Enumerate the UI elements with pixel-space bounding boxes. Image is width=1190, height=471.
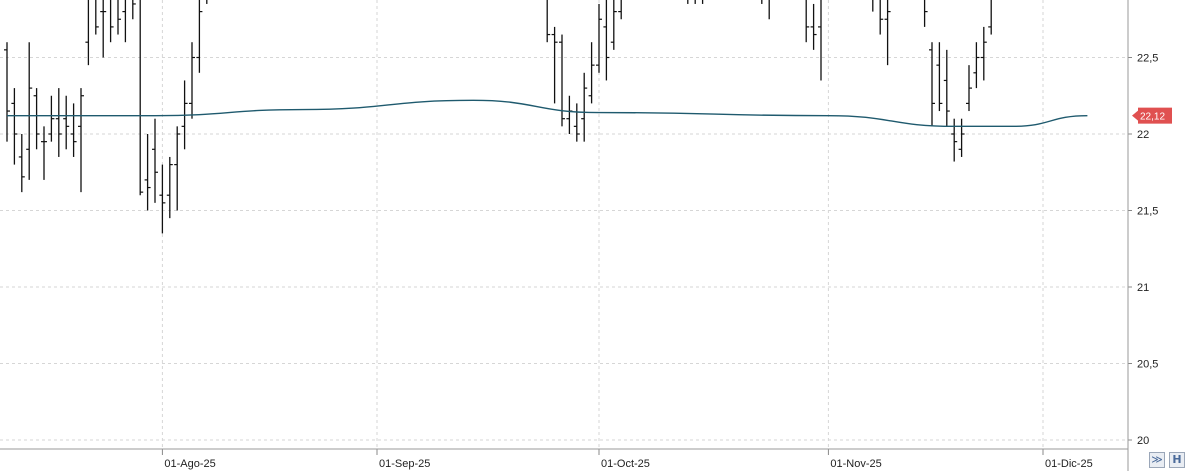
- ohlc-bar: [581, 72, 588, 142]
- ohlc-bar: [559, 34, 565, 127]
- ohlc-bar: [95, 0, 99, 35]
- y-tick-label: 22,5: [1137, 53, 1158, 65]
- x-tick-label: 01-Sep-25: [379, 458, 430, 470]
- ohlc-bar: [929, 42, 935, 127]
- ohlc-bar: [951, 118, 958, 162]
- ohlc-bar: [196, 0, 203, 73]
- ohlc-bar: [132, 0, 136, 20]
- ohlc-bars: [4, 0, 992, 234]
- x-tick-label: 01-Nov-25: [830, 458, 881, 470]
- x-tick-label: 01-Dic-25: [1045, 458, 1093, 470]
- ohlc-bar: [109, 0, 114, 43]
- ohlc-bar: [566, 95, 573, 134]
- y-tick-label: 22: [1137, 129, 1149, 141]
- ohlc-bar: [958, 118, 965, 157]
- price-badge-pointer: [1132, 110, 1138, 121]
- ohlc-bar: [988, 0, 992, 35]
- ohlc-bar: [63, 95, 70, 150]
- collapse-button[interactable]: ≫: [1149, 452, 1165, 468]
- price-badge-bg: [1138, 107, 1172, 124]
- ohlc-bar: [206, 0, 208, 4]
- ohlc-bar: [144, 134, 151, 211]
- ohlc-bar: [26, 42, 33, 180]
- ohlc-bar: [872, 0, 874, 12]
- ohlc-bar: [152, 118, 158, 203]
- ohlc-bar: [70, 103, 77, 157]
- y-tick-label: 20,5: [1137, 359, 1158, 371]
- ohlc-bar: [33, 88, 40, 150]
- ohlc-bar: [810, 3, 817, 50]
- ohlc-bar: [805, 0, 810, 43]
- ohlc-bar: [85, 0, 90, 66]
- ohlc-bar: [923, 0, 928, 27]
- ohlc-bar: [596, 3, 602, 73]
- y-tick-label: 20: [1137, 435, 1149, 447]
- ohlc-bar: [879, 0, 884, 35]
- ohlc-bar: [174, 126, 181, 211]
- moving-average-line: [7, 99, 1088, 128]
- ohlc-bar: [980, 26, 987, 81]
- ohlc-bar: [588, 42, 595, 104]
- ohlc-bar: [768, 0, 770, 20]
- ohlc-bar: [18, 134, 25, 193]
- ohlc-bar: [117, 0, 121, 35]
- ohlc-bar: [11, 88, 18, 165]
- ohlc-bar: [973, 42, 980, 89]
- ohlc-bar: [694, 0, 696, 4]
- save-icon[interactable]: H: [1169, 452, 1185, 468]
- ohlc-bar: [166, 156, 173, 219]
- ohlc-bar: [159, 164, 166, 234]
- ohlc-bar: [966, 65, 972, 112]
- overlays: [7, 99, 1088, 128]
- price-badge: 22,12: [1132, 107, 1172, 124]
- ohlc-bar: [936, 42, 943, 112]
- price-badge-label: 22,12: [1140, 112, 1165, 123]
- ohlc-bar: [55, 88, 62, 157]
- ohlc-bar: [603, 0, 610, 81]
- ohlc-bar: [761, 0, 763, 4]
- ohlc-bar: [701, 0, 704, 4]
- ohlc-bar: [546, 0, 551, 43]
- ohlc-bar: [573, 103, 580, 142]
- y-tick-label: 21,5: [1137, 206, 1158, 218]
- x-tick-label: 01-Oct-25: [601, 458, 650, 470]
- ohlc-bar: [48, 95, 55, 142]
- grid-lines: [0, 0, 1128, 449]
- y-tick-label: 21: [1137, 282, 1149, 294]
- ohlc-bar: [122, 0, 127, 43]
- ohlc-bar: [884, 0, 891, 66]
- ohlc-bar: [618, 0, 622, 20]
- ohlc-bar: [189, 42, 195, 119]
- ohlc-bar: [687, 0, 689, 4]
- x-tick-label: 01-Ago-25: [164, 458, 215, 470]
- ohlc-bar: [100, 0, 107, 58]
- ohlc-bar: [4, 42, 10, 142]
- ohlc-bar: [551, 26, 558, 104]
- ohlc-bar: [818, 0, 822, 81]
- ohlc-bar: [610, 0, 617, 50]
- ohlc-bar: [943, 49, 950, 127]
- ohlc-bar: [139, 0, 144, 196]
- ohlc-bar: [78, 88, 84, 193]
- ohlc-bar: [41, 126, 47, 180]
